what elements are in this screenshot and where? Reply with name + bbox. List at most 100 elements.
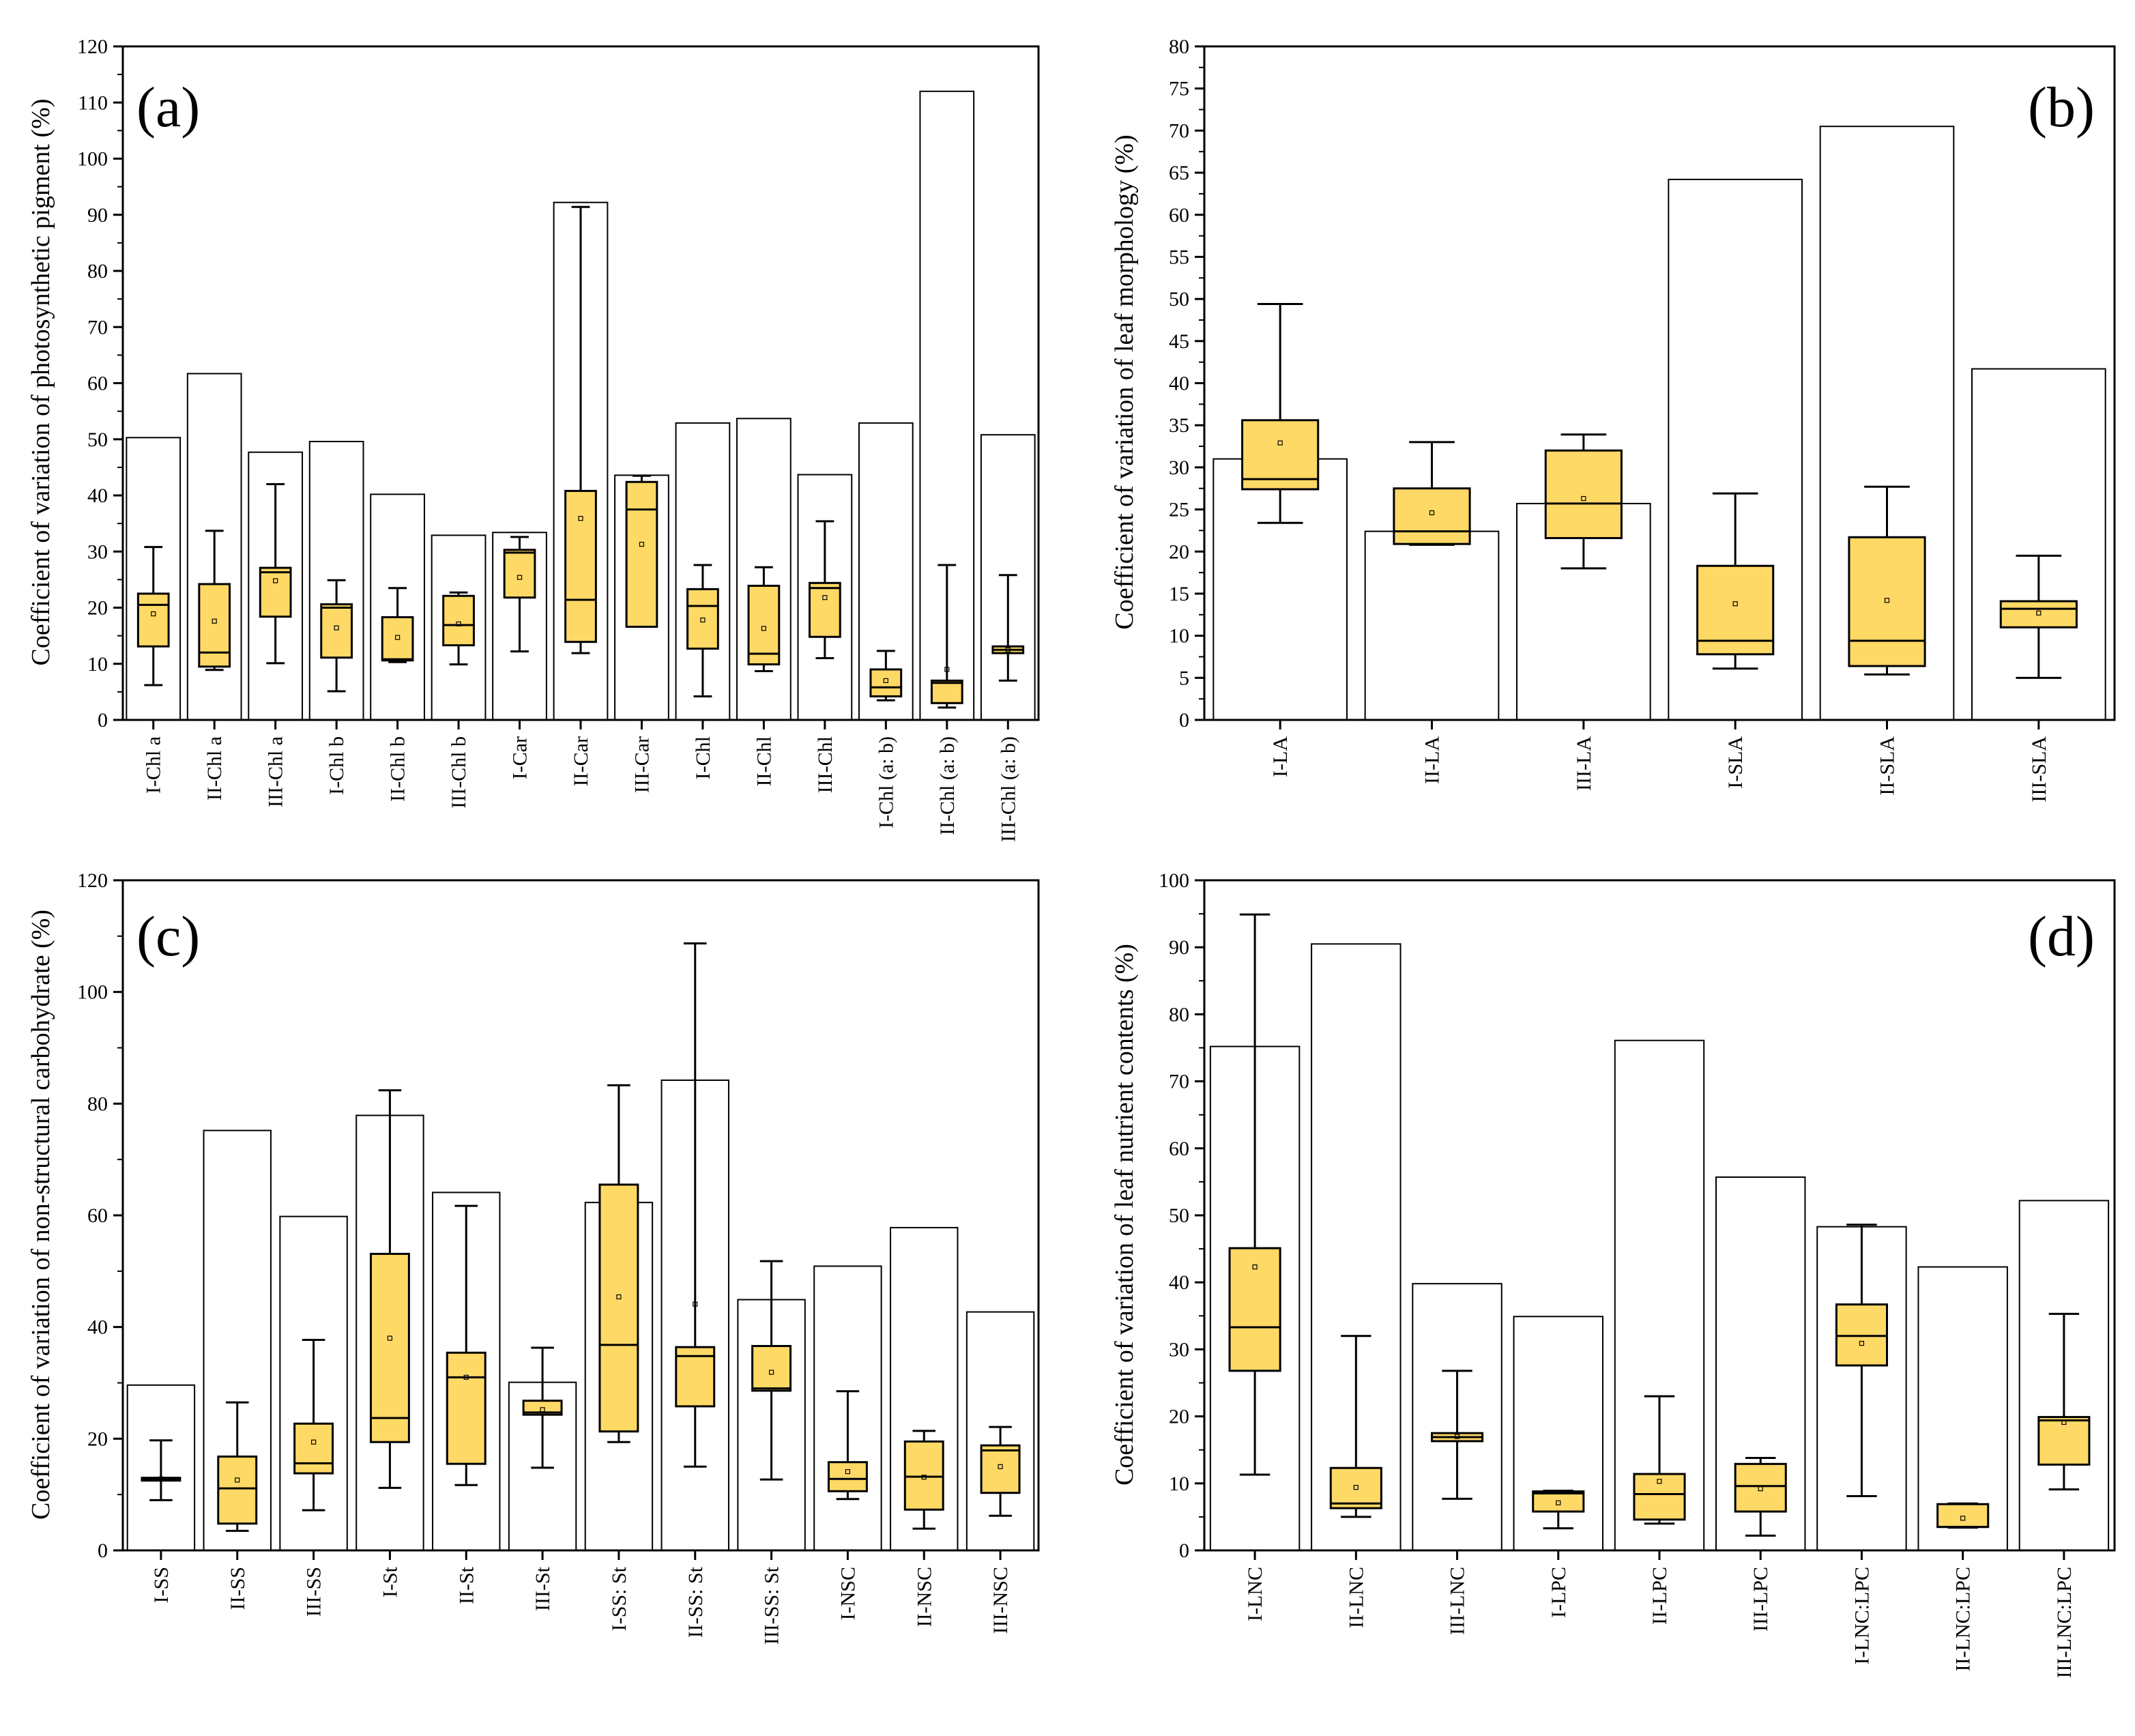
panel-c-category-label: II-SS: St	[684, 1566, 707, 1638]
panel-d-mean-marker	[1252, 1264, 1258, 1270]
panel-a-category-label: II-Chl a	[203, 736, 226, 800]
panel-b-mean-marker	[1581, 495, 1586, 502]
panel-b-category-label: II-LA	[1421, 736, 1444, 784]
panel-a-category-label: II-Car	[570, 736, 592, 786]
panel-a-box	[686, 588, 719, 650]
panel-a-box	[198, 583, 231, 668]
panel-d-y-tick-label: 20	[1169, 1406, 1189, 1428]
panel-c-plot-area: 0 20 40 60 80 100 120 I-SS II-SS III-SS I-St II-St I…	[77, 869, 1040, 1645]
panel-a-mean-marker	[151, 611, 156, 617]
panel-c-mean-marker	[463, 1374, 469, 1380]
panel-d-box	[1936, 1503, 1990, 1529]
panel-a-mean-marker	[822, 595, 828, 601]
panel-c-mean-marker	[693, 1301, 698, 1307]
panel-a-box	[564, 489, 597, 643]
panel-a-box	[259, 566, 292, 618]
panel-b-box	[1696, 564, 1775, 656]
panel-c-category-label: I-St	[379, 1566, 401, 1597]
panel-b-y-tick-label: 40	[1169, 373, 1189, 395]
panel-b-y-tick-label: 0	[1179, 709, 1189, 732]
panel-c-box	[751, 1344, 792, 1392]
panel-c-category-label: III-St	[532, 1566, 554, 1611]
panel-d-box	[1532, 1490, 1585, 1513]
panel-d-category-label: II-LNC	[1345, 1567, 1367, 1628]
panel-b-y-tick-label: 60	[1169, 204, 1189, 227]
panel-a-box	[930, 679, 963, 704]
panel-a-box	[625, 480, 658, 628]
panel-d-category-label: III-LNC:LPC	[2053, 1567, 2076, 1678]
panel-b-box	[1544, 449, 1623, 540]
panel-a-box	[381, 616, 414, 662]
panel-b-y-tick-label: 35	[1169, 414, 1189, 437]
panel-b-category-label: I-LA	[1269, 736, 1292, 777]
panel-d-y-tick-label: 10	[1169, 1473, 1189, 1495]
panel-a-box	[747, 584, 781, 666]
panel-d-y-tick-label: 0	[1179, 1539, 1189, 1562]
panel-c-box	[293, 1422, 334, 1475]
panel-a-mean-marker	[273, 578, 278, 583]
panel-a-mean-marker	[761, 626, 767, 631]
panel-c-box	[827, 1461, 868, 1492]
panel-c-y-tick-label: 80	[87, 1093, 108, 1115]
panel-d-y-tick-label: 60	[1169, 1138, 1189, 1160]
panel-d-category-label: II-LPC	[1649, 1567, 1671, 1625]
panel-d-y-tick-label: 30	[1169, 1338, 1189, 1361]
panel-d-y-tick-label: 80	[1169, 1003, 1189, 1026]
panel-a-category-label: II-Chl	[753, 736, 775, 786]
panel-b-category-label: III-SLA	[2028, 736, 2050, 802]
panel-b-y-tick-label: 5	[1179, 667, 1189, 689]
panel-b-mean-marker	[1732, 601, 1738, 607]
panel-a-mean-marker	[578, 516, 583, 521]
panel-b-y-tick-label: 75	[1169, 78, 1189, 100]
panel-d-y-tick-label: 70	[1169, 1071, 1189, 1093]
panel-a-y-tick-label: 10	[87, 653, 108, 676]
panel-a-mean-marker	[394, 635, 401, 640]
panel-c-category-label: III-SS	[303, 1567, 325, 1617]
panel-b-y-tick-label: 30	[1169, 457, 1189, 479]
panel-a-plot-area: 0 10 20 30 40 50 60 70 80 90 100 110 120 I-Chl a II-Ch…	[77, 35, 1040, 842]
panel-c-category-label: III-SS: St	[761, 1566, 783, 1645]
panel-c: (c) Coefficient of variation of non-stru…	[27, 869, 1040, 1645]
panel-a-category-label: I-Chl (a: b)	[875, 736, 897, 828]
panel-a-y-tick-label: 0	[98, 709, 108, 732]
panel-d-category-label: II-LNC:LPC	[1952, 1567, 1975, 1671]
panel-b-y-tick-label: 20	[1169, 540, 1189, 563]
panel-b-mean-marker	[2036, 610, 2042, 616]
panel-b-box	[1999, 600, 2078, 628]
panel-c-mean-marker	[540, 1407, 545, 1413]
panel-a-category-label: III-Chl b	[448, 736, 470, 809]
panel-c-y-tick-label: 20	[87, 1428, 108, 1450]
panel-c-mean-marker	[387, 1335, 393, 1341]
panel-d-category-label: III-LNC	[1447, 1567, 1469, 1635]
panel-a-box	[136, 592, 170, 648]
panel-a-y-tick-label: 80	[87, 260, 108, 283]
panel-b-category-label: III-LA	[1573, 736, 1595, 791]
panel-a-category-label: III-Car	[630, 736, 653, 793]
panel-c-y-tick-label: 60	[87, 1204, 108, 1227]
panel-d-label: (d)	[2028, 905, 2095, 968]
panel-a-category-label: III-Chl	[814, 736, 837, 793]
panel-d-mean-marker	[1556, 1500, 1561, 1505]
panel-d-mean-marker	[1657, 1479, 1662, 1484]
panel-a-category-label: I-Chl	[692, 736, 714, 779]
panel-b-box	[1393, 487, 1471, 545]
panel-a-y-tick-label: 20	[87, 597, 108, 620]
panel-a-category-label: I-Chl b	[325, 736, 348, 795]
panel-d-y-tick-label: 90	[1169, 936, 1189, 959]
panel-d-mean-marker	[1758, 1486, 1763, 1492]
panel-c-mean-marker	[768, 1370, 774, 1375]
panel-a-mean-marker	[883, 678, 888, 684]
panel-a-y-tick-label: 90	[87, 204, 108, 227]
panel-c-category-label: II-St	[455, 1566, 478, 1604]
panel-d-mean-marker	[2061, 1419, 2067, 1426]
panel-a-y-tick-label: 60	[87, 373, 108, 395]
panel-a-mean-marker	[334, 625, 339, 631]
panel-a-mean-marker	[456, 621, 461, 626]
panel-a-y-axis-label: Coefficient of variation of photosynthet…	[27, 99, 55, 666]
panel-c-y-tick-label: 40	[87, 1316, 108, 1339]
panel-a-mean-marker	[212, 618, 217, 624]
panel-a: (a) Coefficient of variation of photosyn…	[27, 35, 1040, 842]
panel-c-box	[598, 1183, 639, 1433]
panel-a-y-tick-label: 50	[87, 429, 108, 451]
